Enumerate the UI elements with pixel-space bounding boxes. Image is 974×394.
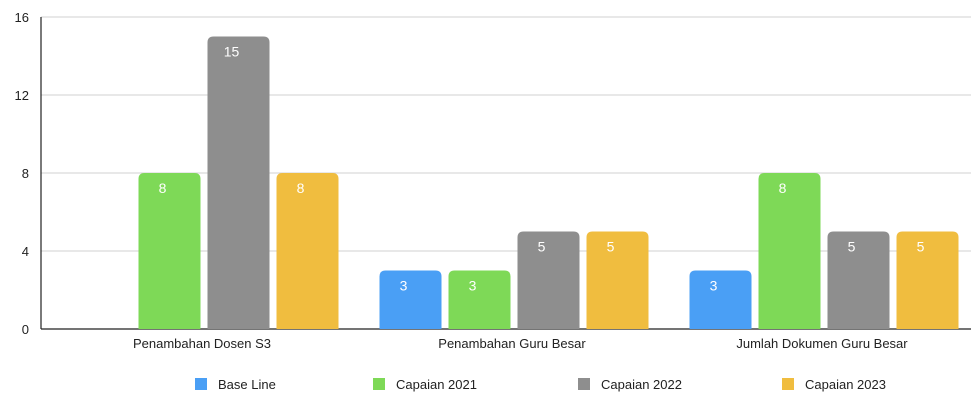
data-label: 8 bbox=[159, 180, 167, 196]
bar bbox=[138, 173, 201, 329]
legend-label: Base Line bbox=[218, 377, 276, 392]
legend-label: Capaian 2023 bbox=[805, 377, 886, 392]
data-label: 5 bbox=[607, 239, 615, 255]
bar bbox=[586, 231, 649, 329]
bars bbox=[138, 36, 959, 329]
legend-label: Capaian 2021 bbox=[396, 377, 477, 392]
x-axis-categories: Penambahan Dosen S3 Penambahan Guru Besar… bbox=[133, 336, 908, 351]
data-label: 3 bbox=[400, 278, 408, 294]
legend: Base Line Capaian 2021 Capaian 2022 Capaian… bbox=[195, 377, 886, 392]
category-label: Jumlah Dokumen Guru Besar bbox=[736, 336, 908, 351]
y-tick-label: 8 bbox=[22, 166, 29, 181]
y-axis-ticks: 0 4 8 12 16 bbox=[15, 10, 29, 337]
data-label: 8 bbox=[779, 180, 787, 196]
y-tick-label: 0 bbox=[22, 322, 29, 337]
bar bbox=[207, 36, 270, 329]
bar bbox=[689, 270, 752, 329]
bar bbox=[517, 231, 580, 329]
legend-swatch bbox=[373, 378, 385, 390]
data-label: 5 bbox=[917, 239, 925, 255]
y-tick-label: 12 bbox=[15, 88, 29, 103]
legend-swatch bbox=[195, 378, 207, 390]
bar bbox=[276, 173, 339, 329]
data-labels: 8 15 8 3 3 5 5 3 8 5 5 bbox=[159, 44, 925, 294]
category-label: Penambahan Dosen S3 bbox=[133, 336, 271, 351]
legend-swatch bbox=[782, 378, 794, 390]
data-label: 15 bbox=[224, 44, 240, 60]
data-label: 5 bbox=[848, 239, 856, 255]
bar bbox=[379, 270, 442, 329]
legend-label: Capaian 2022 bbox=[601, 377, 682, 392]
bar bbox=[896, 231, 959, 329]
bar bbox=[758, 173, 821, 329]
data-label: 8 bbox=[297, 180, 305, 196]
category-label: Penambahan Guru Besar bbox=[438, 336, 586, 351]
bar bbox=[827, 231, 890, 329]
data-label: 3 bbox=[710, 278, 718, 294]
data-label: 5 bbox=[538, 239, 546, 255]
legend-swatch bbox=[578, 378, 590, 390]
y-tick-label: 4 bbox=[22, 244, 29, 259]
y-tick-label: 16 bbox=[15, 10, 29, 25]
data-label: 3 bbox=[469, 278, 477, 294]
bar bbox=[448, 270, 511, 329]
